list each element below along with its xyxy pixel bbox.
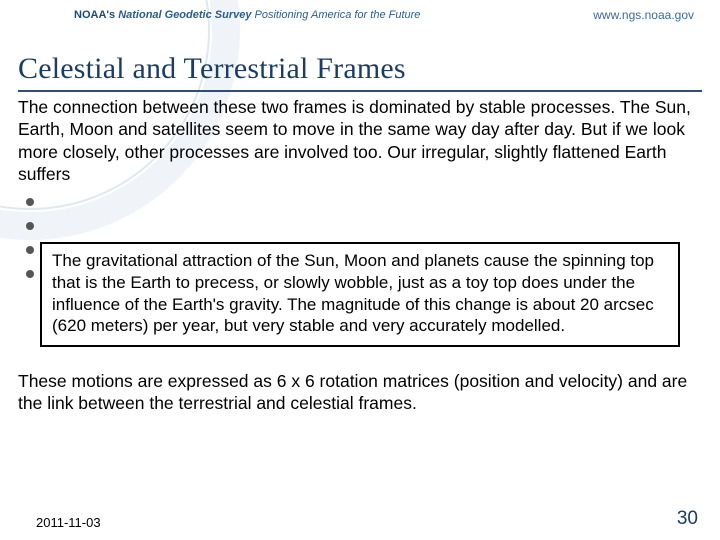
footer-page-number: 30 <box>677 508 698 530</box>
callout-box: The gravitational attraction of the Sun,… <box>40 242 680 347</box>
bullet-item <box>22 190 702 214</box>
slide: NOAA's National Geodetic Survey Position… <box>0 0 720 540</box>
header-org: NOAA's National Geodetic Survey Position… <box>74 9 420 21</box>
header-tagline: Positioning America for the Future <box>255 9 421 21</box>
footer: 2011-11-03 30 <box>0 508 720 530</box>
footer-date: 2011-11-03 <box>36 515 101 530</box>
header-bar: NOAA's National Geodetic Survey Position… <box>18 0 702 30</box>
header-org-bold: NOAA's <box>74 9 115 21</box>
header-org-italic: National Geodetic Survey <box>118 9 251 21</box>
intro-paragraph: The connection between these two frames … <box>18 96 702 186</box>
slide-title: Celestial and Terrestrial Frames <box>18 52 702 92</box>
header-url: www.ngs.noaa.gov <box>593 8 694 22</box>
bullet-item <box>22 214 702 238</box>
outro-paragraph: These motions are expressed as 6 x 6 rot… <box>18 370 702 415</box>
